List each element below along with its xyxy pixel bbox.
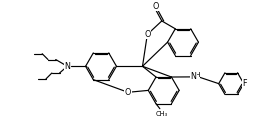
Text: F: F (243, 79, 247, 88)
Text: CH₃: CH₃ (156, 111, 168, 116)
Text: N: N (64, 62, 70, 71)
Text: O: O (144, 30, 150, 39)
Text: H: H (194, 72, 199, 78)
Text: O: O (125, 88, 131, 97)
Text: N: N (191, 72, 197, 81)
Text: O: O (153, 2, 159, 11)
